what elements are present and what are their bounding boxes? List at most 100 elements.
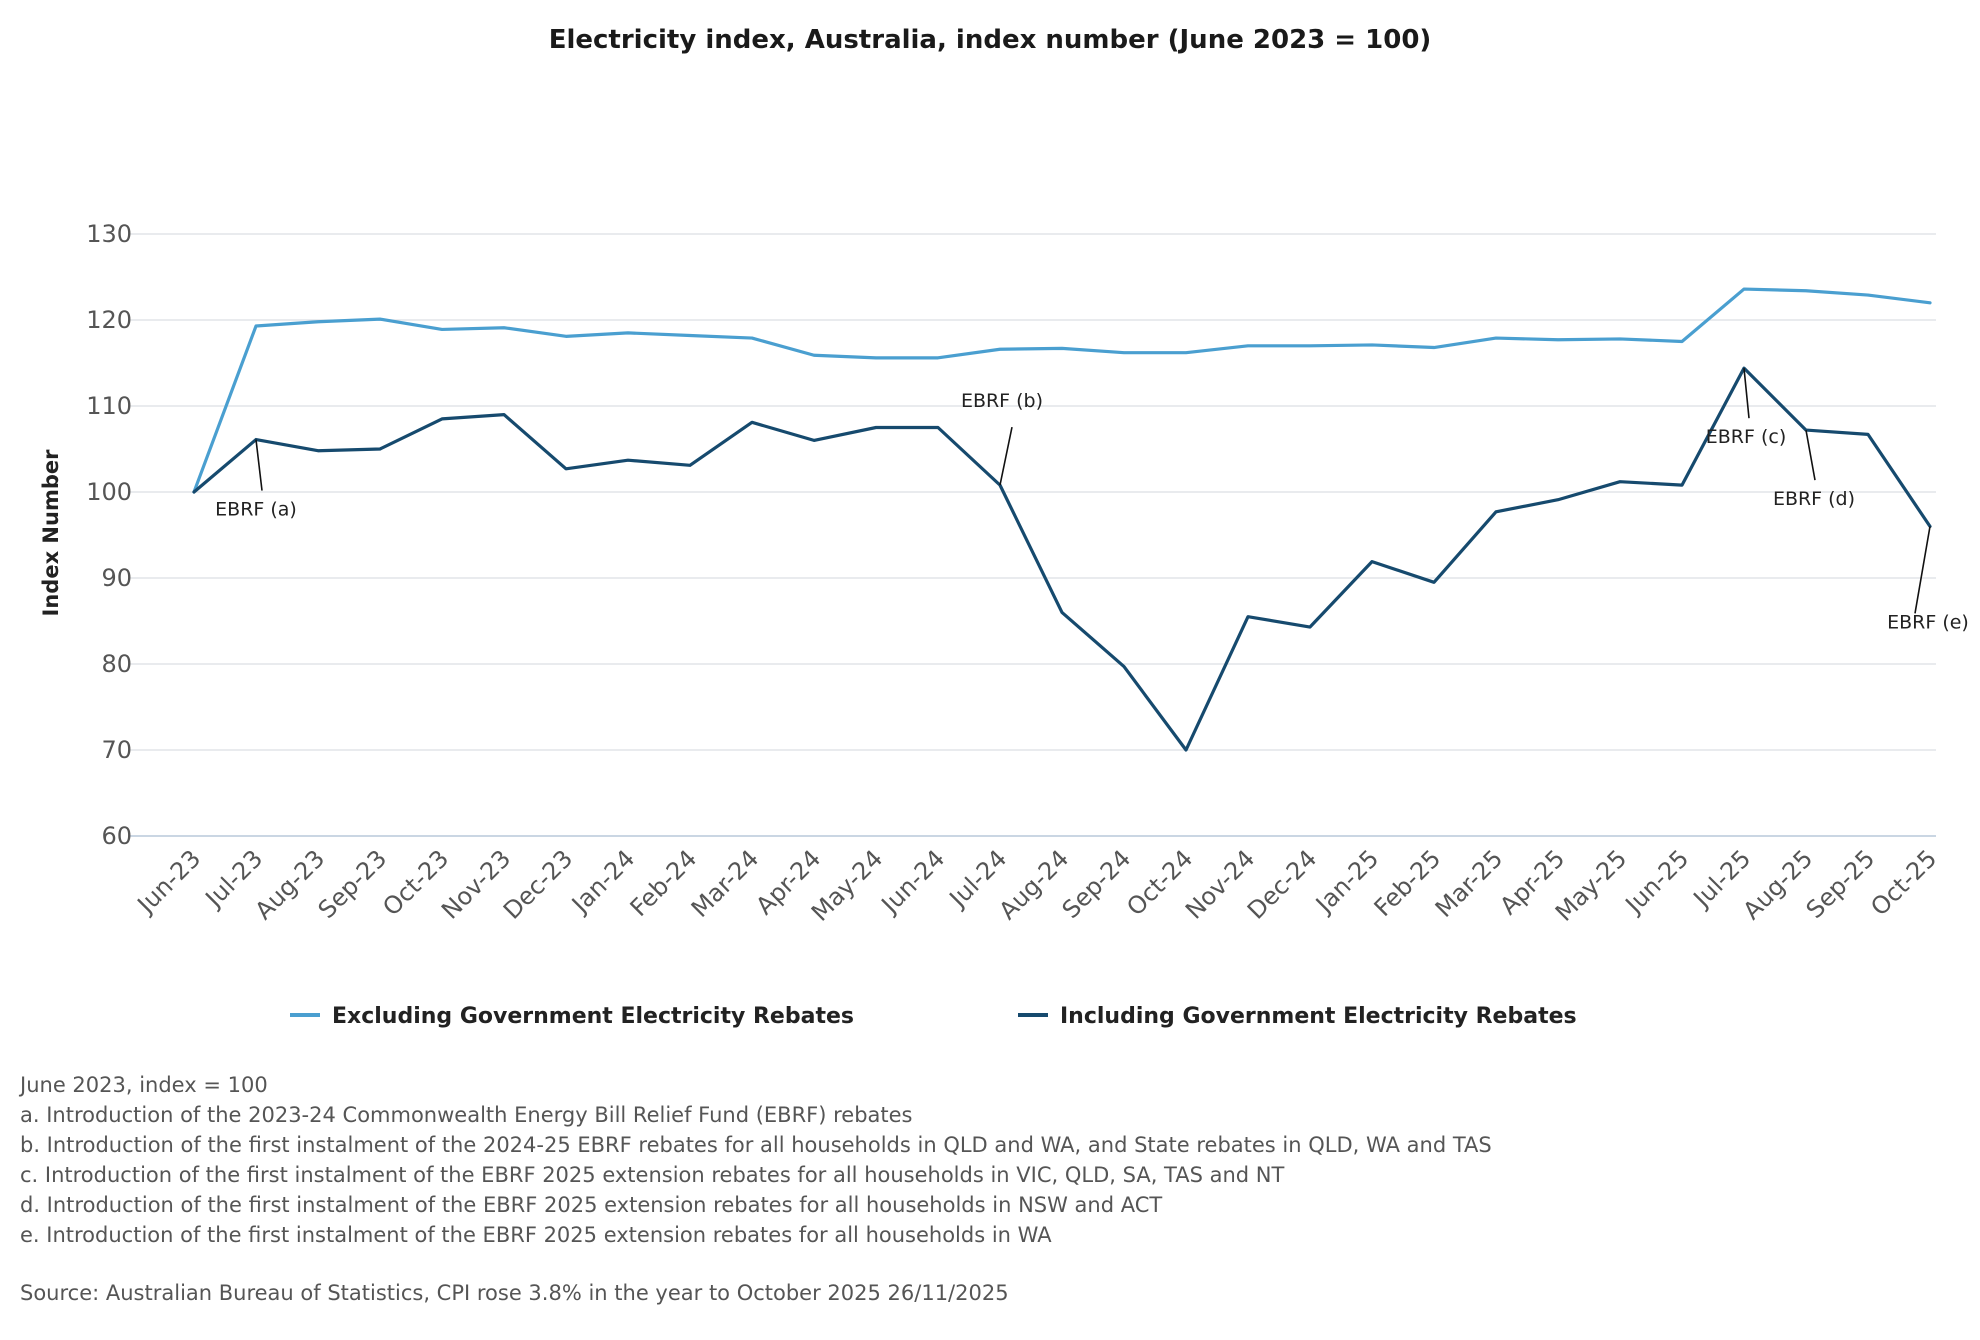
data-point	[749, 419, 755, 425]
y-tick-label: 120	[86, 306, 132, 334]
annotation-leader	[1914, 526, 1931, 614]
data-point	[1741, 286, 1747, 292]
data-point	[1245, 614, 1251, 620]
data-point	[439, 326, 445, 332]
data-point	[1121, 664, 1127, 670]
data-point	[687, 462, 693, 468]
footnote-b: b. Introduction of the first instalment …	[20, 1133, 1492, 1157]
data-point	[563, 333, 569, 339]
data-point	[1679, 339, 1685, 345]
data-point	[1059, 609, 1065, 615]
data-point	[377, 446, 383, 452]
x-tick-label: Mar-24	[686, 844, 764, 922]
x-tick-label: Sep-24	[1057, 844, 1137, 924]
x-tick-label: Jan-25	[1309, 844, 1384, 919]
y-tick-label: 110	[86, 392, 132, 420]
data-point	[935, 355, 941, 361]
x-tick-label: Sep-23	[313, 844, 393, 924]
data-point	[563, 466, 569, 472]
data-point	[1307, 343, 1313, 349]
data-point	[1617, 479, 1623, 485]
data-point	[811, 437, 817, 443]
data-point	[1369, 559, 1375, 565]
x-tick-label: Dec-23	[498, 844, 578, 924]
y-axis-ticks: 60 70 80 90 100 110 120 130	[86, 220, 132, 850]
y-tick-label: 130	[86, 220, 132, 248]
data-point	[1493, 509, 1499, 515]
data-point	[1679, 482, 1685, 488]
data-point	[997, 346, 1003, 352]
footnote-base: June 2023, index = 100	[20, 1073, 268, 1097]
y-axis-title: Index Number	[39, 449, 63, 617]
series-line-excluding	[192, 287, 1932, 494]
annotation-leader	[999, 426, 1013, 486]
x-tick-label: Aug-23	[250, 844, 331, 925]
data-point	[253, 323, 259, 329]
y-tick-label: 80	[101, 650, 132, 678]
data-point	[377, 316, 383, 322]
gridlines	[128, 233, 1936, 837]
annotation-label: EBRF (b)	[961, 390, 1043, 412]
annotation-label: EBRF (d)	[1773, 488, 1855, 510]
data-point	[1803, 288, 1809, 294]
x-tick-label: Oct-25	[1865, 844, 1942, 921]
y-tick-label: 70	[101, 736, 132, 764]
annotations: EBRF (a) EBRF (b) EBRF (c) EBRF (d) EBRF (e)	[215, 368, 1969, 633]
data-point	[1617, 336, 1623, 342]
footnote-d: d. Introduction of the first instalment …	[20, 1193, 1163, 1217]
footnote-e: e. Introduction of the first instalment …	[20, 1223, 1052, 1247]
data-point	[315, 448, 321, 454]
series-lines	[191, 286, 1933, 752]
electricity-index-chart: Electricity index, Australia, index numb…	[39, 25, 1969, 1029]
annotation-leader	[1805, 429, 1816, 481]
data-point	[315, 319, 321, 325]
series-line-including	[192, 366, 1932, 752]
footnote-c: c. Introduction of the first instalment …	[20, 1163, 1285, 1187]
data-point	[1927, 300, 1933, 306]
data-point	[1307, 624, 1313, 630]
data-point	[1493, 335, 1499, 341]
y-tick-label: 60	[101, 822, 132, 850]
x-tick-label: Mar-25	[1430, 844, 1508, 922]
data-point	[687, 332, 693, 338]
data-point	[501, 325, 507, 331]
x-tick-label: Jun-24	[875, 844, 950, 919]
data-point	[1245, 343, 1251, 349]
x-tick-label: Dec-24	[1242, 844, 1322, 924]
data-point	[1865, 431, 1871, 437]
x-tick-label: Jun-23	[131, 844, 206, 919]
annotation-leader	[1743, 368, 1750, 419]
legend-label-excluding: Excluding Government Electricity Rebates	[332, 1004, 854, 1029]
annotation-label: EBRF (c)	[1706, 426, 1786, 448]
x-tick-label: Aug-25	[1738, 844, 1819, 925]
chart-title: Electricity index, Australia, index numb…	[549, 25, 1432, 55]
data-point	[935, 425, 941, 431]
legend: Excluding Government Electricity Rebates…	[290, 1004, 1577, 1029]
footnote-a: a. Introduction of the 2023-24 Commonwea…	[20, 1103, 913, 1127]
data-point	[625, 330, 631, 336]
x-tick-label: Jun-25	[1619, 844, 1694, 919]
x-tick-label: Sep-25	[1801, 844, 1881, 924]
y-tick-label: 90	[101, 564, 132, 592]
data-point	[811, 352, 817, 358]
data-point	[1555, 497, 1561, 503]
data-point	[1555, 337, 1561, 343]
data-point	[1431, 345, 1437, 351]
x-axis-ticks: Jun-23Jul-23Aug-23Sep-23Oct-23Nov-23Dec-…	[131, 844, 1942, 926]
x-tick-label: Aug-24	[994, 844, 1075, 925]
data-point	[1865, 292, 1871, 298]
annotation-label: EBRF (e)	[1887, 611, 1969, 633]
x-tick-label: Jan-24	[565, 844, 640, 919]
legend-label-including: Including Government Electricity Rebates	[1060, 1004, 1577, 1029]
data-point	[439, 416, 445, 422]
x-tick-label: Feb-24	[625, 844, 703, 922]
footnotes: June 2023, index = 100 a. Introduction o…	[20, 1070, 1960, 1308]
source-note: Source: Australian Bureau of Statistics,…	[20, 1281, 1009, 1305]
data-point	[1121, 350, 1127, 356]
data-point	[191, 489, 197, 495]
y-tick-label: 100	[86, 478, 132, 506]
data-point	[1369, 342, 1375, 348]
data-point	[1059, 345, 1065, 351]
annotation-leader	[255, 439, 263, 491]
data-point	[749, 335, 755, 341]
